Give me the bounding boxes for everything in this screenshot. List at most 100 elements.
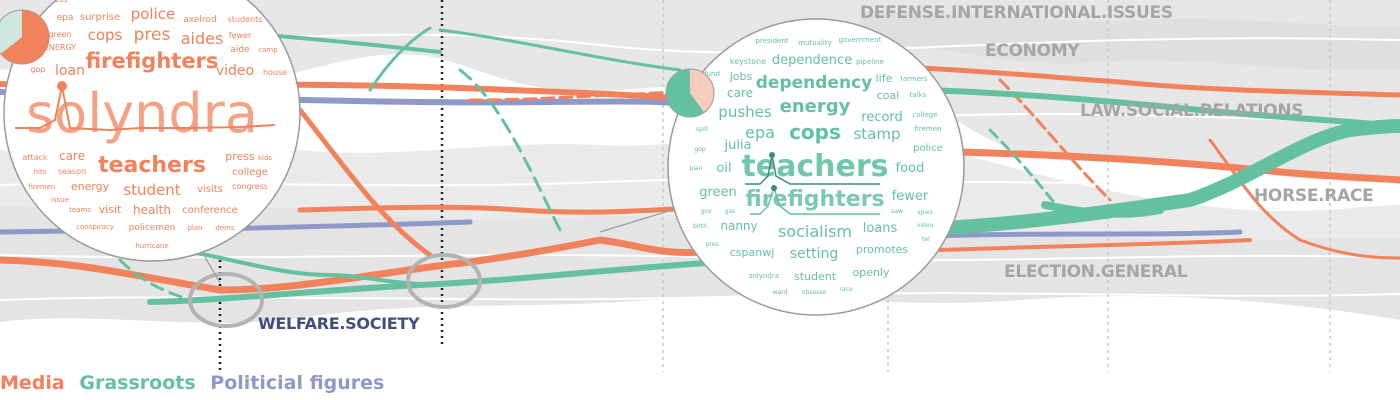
- storyline-media: [468, 90, 682, 102]
- svg-text:president: president: [756, 37, 789, 45]
- bubble-connectors: [204, 209, 673, 284]
- svg-text:birth: birth: [693, 223, 707, 230]
- svg-text:firemen: firemen: [914, 125, 941, 133]
- storyline-grassroots: [368, 26, 432, 92]
- highlight-ring: [188, 272, 264, 328]
- svg-text:talks: talks: [910, 91, 927, 99]
- svg-text:visits: visits: [197, 184, 223, 195]
- legend: Media Grassroots Politicial figures: [0, 372, 392, 394]
- topic-label-welfare: WELFARE.SOCIETY: [258, 314, 420, 333]
- svg-text:congress: congress: [232, 182, 268, 191]
- svg-text:issue: issue: [51, 196, 69, 204]
- storyline-grassroots: [917, 87, 1400, 129]
- pie-chart-left: [0, 9, 50, 65]
- svg-text:health: health: [133, 203, 171, 217]
- wordcloud-bubble-right[interactable]: president mutuality government keystone …: [665, 18, 965, 316]
- svg-text:axelrod: axelrod: [183, 15, 216, 25]
- svg-text:teams: teams: [69, 206, 91, 214]
- svg-text:student: student: [123, 181, 180, 199]
- storyline-media: [938, 238, 1252, 252]
- svg-text:cspanwj: cspanwj: [730, 246, 775, 259]
- svg-text:mutuality: mutuality: [798, 39, 832, 47]
- svg-text:race: race: [839, 286, 852, 293]
- storyline-media: [956, 148, 1400, 184]
- sparkline-left: [15, 85, 276, 132]
- storyline-media: [1208, 138, 1400, 260]
- svg-text:teachers: teachers: [741, 149, 888, 184]
- svg-text:loans: loans: [863, 221, 898, 236]
- svg-text:epa: epa: [57, 13, 74, 23]
- svg-text:setting: setting: [790, 246, 839, 262]
- legend-media[interactable]: Media: [0, 372, 65, 394]
- svg-text:pipeline: pipeline: [856, 58, 884, 66]
- svg-text:gop: gop: [694, 146, 705, 153]
- svg-text:firefighters: firefighters: [745, 187, 884, 212]
- svg-text:loan: loan: [55, 63, 85, 79]
- time-axis: [218, 0, 1331, 372]
- svg-text:gas: gas: [725, 208, 736, 215]
- svg-text:college: college: [912, 111, 937, 119]
- svg-text:oil: oil: [716, 161, 731, 176]
- svg-text:food: food: [896, 161, 925, 176]
- svg-text:policemen: policemen: [129, 223, 176, 233]
- pie-chart-right: [665, 68, 715, 118]
- svg-text:conspiracy: conspiracy: [76, 223, 114, 231]
- svg-text:aide: aide: [230, 45, 250, 55]
- legend-political-figures[interactable]: Politicial figures: [210, 372, 385, 394]
- svg-text:farmers: farmers: [900, 75, 928, 83]
- storyline-grassroots: [938, 119, 1400, 235]
- storyline-media: [0, 236, 704, 294]
- svg-text:dems: dems: [215, 224, 235, 232]
- svg-text:police: police: [131, 5, 176, 23]
- topic-label-defense: DEFENSE.INTERNATIONAL.ISSUES: [860, 3, 1173, 23]
- svg-text:attack: attack: [22, 153, 47, 162]
- svg-text:spies: spies: [917, 209, 932, 216]
- svg-text:college: college: [232, 167, 268, 178]
- svg-text:socialism: socialism: [778, 222, 852, 241]
- storyline-grassroots: [178, 248, 422, 286]
- svg-text:care: care: [59, 149, 85, 163]
- svg-text:energy: energy: [780, 96, 851, 117]
- svg-text:firefighters: firefighters: [86, 49, 219, 73]
- svg-text:green: green: [699, 185, 737, 200]
- svg-text:hurricane: hurricane: [135, 242, 168, 250]
- svg-text:cops: cops: [88, 26, 123, 44]
- svg-text:video: video: [917, 222, 934, 229]
- svg-text:pres: pres: [134, 25, 171, 45]
- svg-text:tel: tel: [922, 236, 930, 243]
- topic-label-horse-race: HORSE.RACE: [1254, 186, 1374, 206]
- svg-text:jobs: jobs: [729, 70, 753, 83]
- storyline-media: [297, 107, 433, 258]
- wordcloud-bubble-left[interactable]: preparedness epa surprise police axelrod…: [0, 0, 301, 262]
- svg-text:coal: coal: [877, 89, 900, 102]
- svg-text:pushes: pushes: [718, 103, 772, 121]
- svg-text:pres: pres: [706, 241, 719, 248]
- topic-label-economy: ECONOMY: [985, 41, 1080, 61]
- sparkline-right: [745, 154, 880, 185]
- topic-label-law: LAW.SOCIAL.RELATIONS: [1080, 101, 1304, 121]
- storyline-media: [297, 204, 703, 215]
- storyline-political: [927, 229, 1243, 239]
- svg-text:life: life: [876, 72, 893, 85]
- svg-text:stamp: stamp: [853, 125, 900, 143]
- svg-text:government: government: [839, 36, 882, 44]
- svg-text:conference: conference: [182, 205, 238, 216]
- svg-text:saw: saw: [891, 208, 903, 215]
- svg-text:students: students: [228, 15, 263, 24]
- stream-band-a: [860, 11, 1400, 71]
- svg-text:gov: gov: [700, 208, 711, 215]
- svg-text:season: season: [58, 167, 86, 176]
- svg-text:aides: aides: [181, 29, 224, 48]
- storyline-grassroots: [118, 258, 192, 302]
- svg-text:press: press: [225, 150, 255, 163]
- svg-text:obsesse: obsesse: [802, 289, 827, 296]
- svg-text:video: video: [216, 63, 254, 79]
- svg-text:visit: visit: [99, 203, 122, 216]
- svg-text:green: green: [48, 30, 71, 39]
- svg-text:teachers: teachers: [98, 153, 206, 178]
- legend-grassroots[interactable]: Grassroots: [79, 372, 196, 394]
- svg-text:nanny: nanny: [720, 219, 757, 233]
- svg-text:keystone: keystone: [730, 57, 766, 66]
- sparkline-right: [750, 185, 880, 215]
